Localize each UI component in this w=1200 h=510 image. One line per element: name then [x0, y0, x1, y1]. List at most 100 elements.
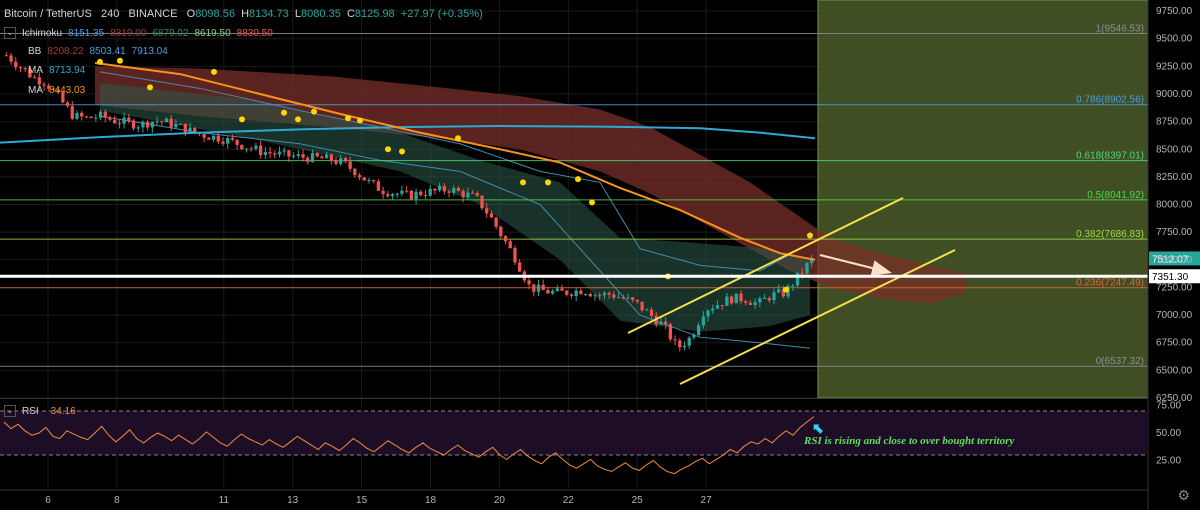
candle-body [75, 112, 79, 119]
candle-body [715, 305, 720, 309]
candle-body [442, 186, 446, 192]
indicator-rsi[interactable]: ⌄ RSI 34.16 [4, 405, 76, 417]
signal-dot [399, 148, 405, 155]
ohlc-close-label: C [346, 8, 355, 20]
candle-body [470, 192, 475, 194]
signal-dot [807, 232, 813, 239]
indicator-value: 6879.02 [152, 27, 189, 39]
candle-body [244, 148, 249, 150]
time-tick-label: 15 [356, 495, 368, 506]
candle-body [390, 194, 395, 197]
candle-body [664, 321, 668, 325]
candle-body [263, 152, 268, 156]
fib-level-label: 0.618(8397.01) [1076, 151, 1144, 162]
candle-body [80, 112, 84, 117]
candle-body [701, 316, 705, 326]
candle-body [381, 190, 385, 195]
candle-body [315, 153, 319, 157]
candle-body [791, 285, 795, 287]
signal-dot [211, 68, 217, 75]
candle-body [400, 190, 404, 194]
ichimoku-cloud [95, 66, 965, 332]
price-tick-label: 9000.00 [1156, 89, 1193, 100]
gear-icon[interactable]: ⚙ [1177, 487, 1190, 503]
candle-body [386, 194, 390, 197]
ohlc-low-label: L [294, 8, 302, 20]
interval[interactable]: 240 [101, 8, 120, 20]
time-axis: 6 8 11 13 15 18 20 22 25 27 [0, 489, 1148, 506]
candle-body [569, 294, 574, 297]
candle-body [136, 127, 140, 129]
candle-body [682, 345, 687, 348]
candle-body [485, 208, 489, 214]
candle-body [748, 302, 753, 305]
indicator-ichimoku[interactable]: ⌄ Ichimoku 8151.35 8319.00 6879.02 8619.… [4, 27, 273, 39]
candle-body [621, 297, 625, 299]
candle-body [235, 139, 239, 145]
candle-body [287, 150, 291, 157]
indicator-ma1[interactable]: MA 8713.94 [4, 65, 85, 76]
signal-dot [147, 84, 153, 91]
candle-body [14, 61, 18, 68]
time-tick-label: 8 [114, 495, 120, 506]
candle-body [211, 135, 216, 140]
time-tick-label: 25 [632, 495, 644, 506]
channel-lines [627, 197, 956, 385]
indicator-bb[interactable]: BB 8208.22 8503.41 7913.04 [4, 46, 168, 57]
candle-body [423, 195, 428, 197]
candle-body [588, 294, 592, 297]
signal-dot [239, 116, 245, 123]
candle-body [461, 190, 465, 198]
chart-header: Bitcoin / TetherUS 240 BINANCE O8098.56 … [4, 8, 483, 20]
candle-body [127, 117, 131, 121]
time-tick-label: 22 [563, 495, 575, 506]
candle-body [108, 117, 112, 120]
signal-dot [783, 286, 789, 293]
candle-body [480, 195, 484, 209]
rsi-tick-label: 75.00 [1156, 401, 1181, 412]
candle-body [744, 301, 748, 303]
candle-body [706, 310, 710, 317]
candle-body [18, 67, 23, 69]
crosshair-price-label: 7351.30 [1152, 272, 1189, 283]
signal-dot [545, 179, 551, 186]
signal-dot [575, 176, 581, 183]
candle-body [61, 92, 65, 103]
candle-body [602, 292, 607, 296]
ma-orange-line [94, 62, 816, 261]
candle-body [631, 297, 635, 300]
annotation-arrow-icon: ⬉ [812, 420, 824, 436]
candle-body [758, 298, 762, 303]
candle-body [673, 339, 677, 341]
candle-body [607, 292, 611, 295]
time-tick-label: 6 [45, 495, 51, 506]
candle-body [494, 217, 498, 227]
signal-dot [281, 109, 287, 116]
chevron-down-icon[interactable]: ⌄ [4, 27, 16, 39]
indicator-ma2[interactable]: MA 8443.03 [4, 85, 85, 96]
candle-body [753, 302, 757, 305]
candle-body [565, 290, 569, 295]
indicator-value: 8151.35 [68, 27, 105, 39]
candle-body [527, 280, 531, 285]
cloud-green [100, 82, 810, 332]
candle-body [640, 301, 644, 311]
fib-level-label: 0.382(7686.83) [1076, 229, 1144, 240]
candle-body [593, 295, 597, 297]
candle-body [616, 297, 621, 299]
candle-body [579, 290, 583, 295]
pane-separator [0, 398, 1148, 399]
candle-body [117, 123, 122, 125]
indicator-value: 8208.22 [47, 46, 84, 57]
signal-dot [455, 135, 461, 142]
candle-body [696, 325, 701, 335]
candle-body [367, 180, 371, 182]
ohlc-close: 8125.98 [354, 8, 395, 20]
symbol-name[interactable]: Bitcoin / TetherUS [4, 8, 92, 20]
candle-body [711, 308, 715, 311]
candle-body [809, 257, 814, 264]
candle-body [306, 157, 310, 162]
chevron-down-icon[interactable]: ⌄ [4, 405, 16, 417]
candle-body [343, 158, 348, 162]
